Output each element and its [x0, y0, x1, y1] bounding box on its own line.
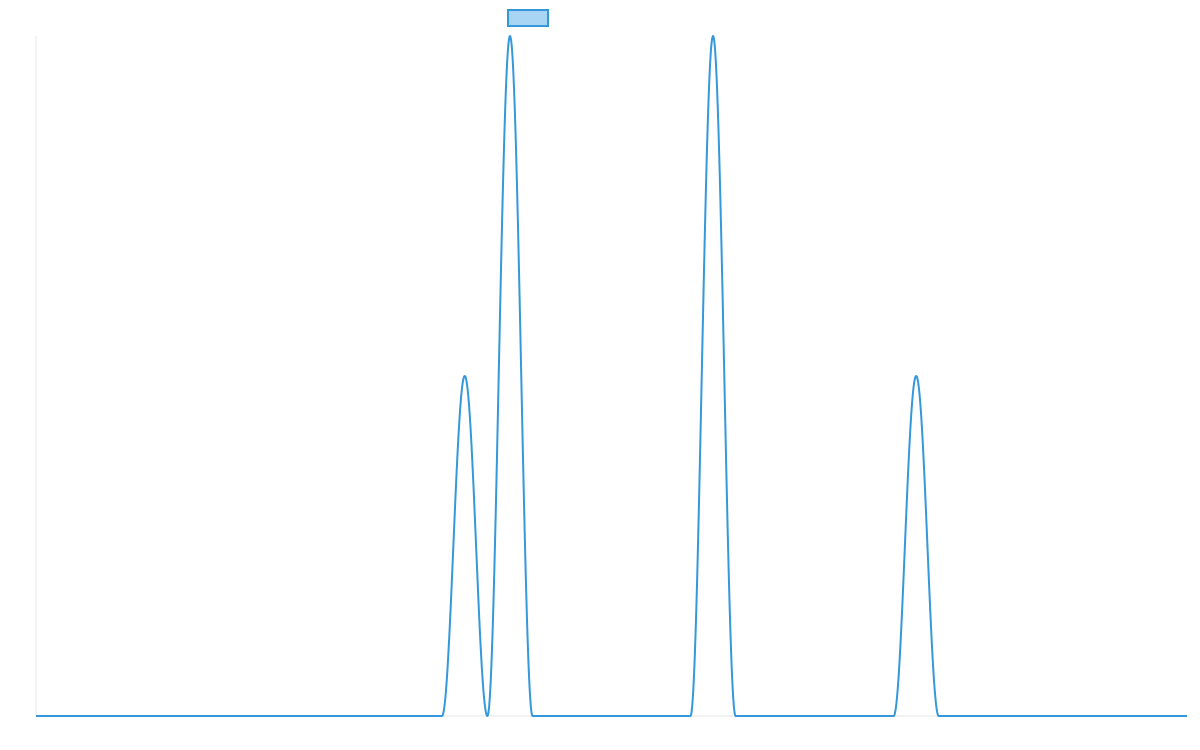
- legend-swatch[interactable]: [507, 9, 549, 27]
- series-line: [36, 35, 1187, 717]
